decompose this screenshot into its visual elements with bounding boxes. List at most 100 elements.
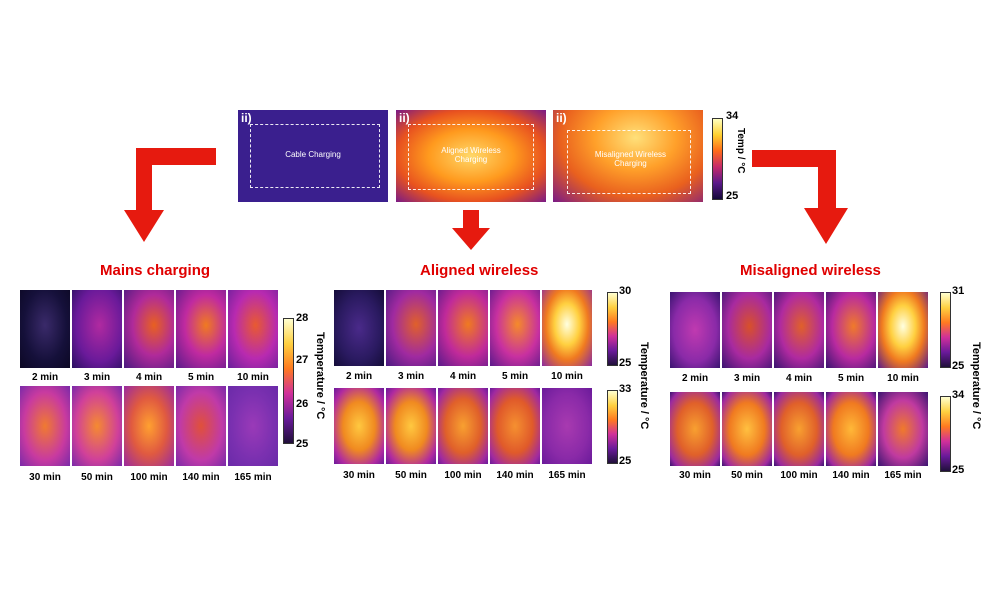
thermal-tile — [386, 290, 436, 366]
panel-caption: Misaligned Wireless Charging — [594, 150, 667, 168]
time-label: 100 min — [130, 472, 168, 483]
colorbar-min: 25 — [726, 190, 739, 202]
colorbar-min: 25 — [619, 455, 632, 467]
time-label: 30 min — [29, 472, 61, 483]
aligned-heading: Aligned wireless — [420, 262, 539, 279]
time-label: 5 min — [837, 373, 865, 384]
panel-label: ii) — [241, 111, 252, 125]
thermal-tile — [228, 290, 278, 368]
thermal-tile — [124, 290, 174, 368]
thermal-tile — [490, 388, 540, 464]
colorbar-title: Temperature / °C — [970, 342, 982, 430]
thermal-tile — [72, 290, 122, 368]
thermal-tile — [542, 388, 592, 464]
misaligned-colorbar-top — [940, 292, 951, 368]
misaligned-wireless-panel: ii) Misaligned Wireless Charging — [553, 110, 703, 202]
panel-caption: Aligned Wireless Charging — [441, 146, 501, 164]
thermal-tile — [670, 392, 720, 466]
time-label: 140 min — [832, 470, 870, 481]
time-label: 100 min — [780, 470, 818, 481]
colorbar-max: 30 — [619, 285, 632, 297]
time-label: 165 min — [234, 472, 272, 483]
time-label: 140 min — [496, 470, 534, 481]
thermal-tile — [774, 392, 824, 466]
thermal-tile — [334, 290, 384, 366]
thermal-tile — [438, 290, 488, 366]
aligned-colorbar-bottom — [607, 390, 618, 464]
time-label: 10 min — [237, 372, 269, 383]
phone-outline — [567, 130, 691, 194]
time-label: 100 min — [444, 470, 482, 481]
time-label: 165 min — [548, 470, 586, 481]
time-label: 2 min — [31, 372, 59, 383]
time-label: 2 min — [681, 373, 709, 384]
time-label: 140 min — [182, 472, 220, 483]
thermal-tile — [878, 292, 928, 368]
phone-outline — [408, 124, 534, 190]
thermal-tile — [20, 290, 70, 368]
thermal-tile — [386, 388, 436, 464]
colorbar-max: 34 — [726, 110, 739, 122]
time-label: 50 min — [731, 470, 763, 481]
thermal-tile — [722, 392, 772, 466]
aligned-wireless-panel: ii) Aligned Wireless Charging — [396, 110, 546, 202]
misaligned-heading: Misaligned wireless — [740, 262, 881, 279]
colorbar-min: 25 — [619, 357, 632, 369]
panel-label: ii) — [556, 111, 567, 125]
thermal-tile — [334, 388, 384, 464]
thermal-tile — [124, 386, 174, 466]
time-label: 5 min — [501, 371, 529, 382]
time-label: 4 min — [785, 373, 813, 384]
thermal-tile — [542, 290, 592, 366]
thermal-tile — [826, 392, 876, 466]
time-label: 10 min — [551, 371, 583, 382]
thermal-tile — [826, 292, 876, 368]
colorbar-min: 25 — [296, 438, 309, 450]
panel-caption: Cable Charging — [285, 150, 341, 159]
colorbar-max: 31 — [952, 285, 965, 297]
phone-outline — [250, 124, 380, 188]
colorbar-min: 25 — [952, 360, 965, 372]
time-label: 50 min — [81, 472, 113, 483]
time-label: 50 min — [395, 470, 427, 481]
thermal-tile — [438, 388, 488, 464]
panel-label: ii) — [399, 111, 410, 125]
colorbar-title: Temperature / °C — [638, 342, 650, 430]
colorbar-max: 28 — [296, 312, 309, 324]
misaligned-colorbar-bottom — [940, 396, 951, 472]
mains-heading: Mains charging — [100, 262, 211, 279]
thermal-tile — [490, 290, 540, 366]
right-arrow-icon — [752, 150, 848, 244]
time-label: 165 min — [884, 470, 922, 481]
thermal-tile — [20, 386, 70, 466]
time-label: 4 min — [135, 372, 163, 383]
center-arrow-icon — [452, 210, 490, 250]
thermal-tile — [670, 292, 720, 368]
thermal-tile — [722, 292, 772, 368]
time-label: 3 min — [397, 371, 425, 382]
time-label: 30 min — [343, 470, 375, 481]
time-label: 30 min — [679, 470, 711, 481]
cable-charging-panel: ii) Cable Charging — [238, 110, 388, 202]
aligned-colorbar-top — [607, 292, 618, 366]
thermal-tile — [72, 386, 122, 466]
top-colorbar — [712, 118, 723, 200]
thermal-tile — [176, 290, 226, 368]
time-label: 3 min — [733, 373, 761, 384]
left-arrow-icon — [124, 148, 216, 242]
time-label: 3 min — [83, 372, 111, 383]
colorbar-max: 33 — [619, 383, 632, 395]
time-label: 4 min — [449, 371, 477, 382]
colorbar-title: Temperature / °C — [314, 332, 326, 420]
colorbar-min: 25 — [952, 464, 965, 476]
thermal-tile — [878, 392, 928, 466]
mains-colorbar — [283, 318, 294, 444]
colorbar-max: 34 — [952, 389, 965, 401]
colorbar-tick: 27 — [296, 354, 309, 366]
time-label: 5 min — [187, 372, 215, 383]
time-label: 2 min — [345, 371, 373, 382]
thermal-tile — [176, 386, 226, 466]
colorbar-tick: 26 — [296, 398, 309, 410]
time-label: 10 min — [887, 373, 919, 384]
